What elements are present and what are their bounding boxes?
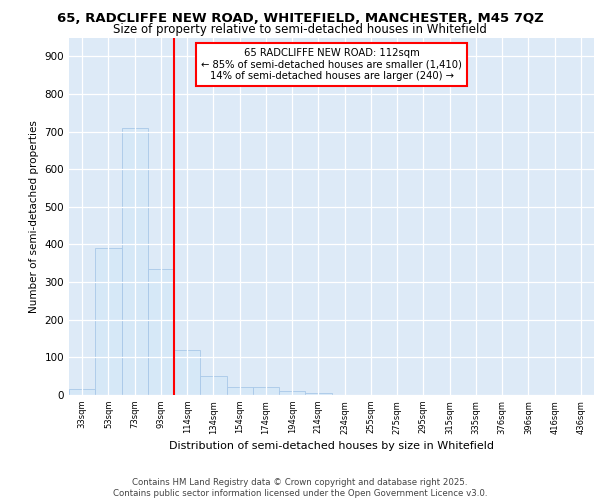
Bar	[305, 393, 331, 395]
X-axis label: Distribution of semi-detached houses by size in Whitefield: Distribution of semi-detached houses by …	[169, 441, 494, 451]
Bar	[174, 350, 200, 395]
Text: Size of property relative to semi-detached houses in Whitefield: Size of property relative to semi-detach…	[113, 22, 487, 36]
Bar	[200, 376, 227, 395]
Text: 65, RADCLIFFE NEW ROAD, WHITEFIELD, MANCHESTER, M45 7QZ: 65, RADCLIFFE NEW ROAD, WHITEFIELD, MANC…	[56, 12, 544, 26]
Bar	[253, 388, 279, 395]
Bar	[95, 248, 121, 395]
Bar	[148, 269, 174, 395]
Y-axis label: Number of semi-detached properties: Number of semi-detached properties	[29, 120, 39, 312]
Text: 65 RADCLIFFE NEW ROAD: 112sqm
← 85% of semi-detached houses are smaller (1,410)
: 65 RADCLIFFE NEW ROAD: 112sqm ← 85% of s…	[201, 48, 462, 82]
Bar	[121, 128, 148, 395]
Bar	[69, 390, 95, 395]
Bar	[227, 388, 253, 395]
Bar	[279, 391, 305, 395]
Text: Contains HM Land Registry data © Crown copyright and database right 2025.
Contai: Contains HM Land Registry data © Crown c…	[113, 478, 487, 498]
